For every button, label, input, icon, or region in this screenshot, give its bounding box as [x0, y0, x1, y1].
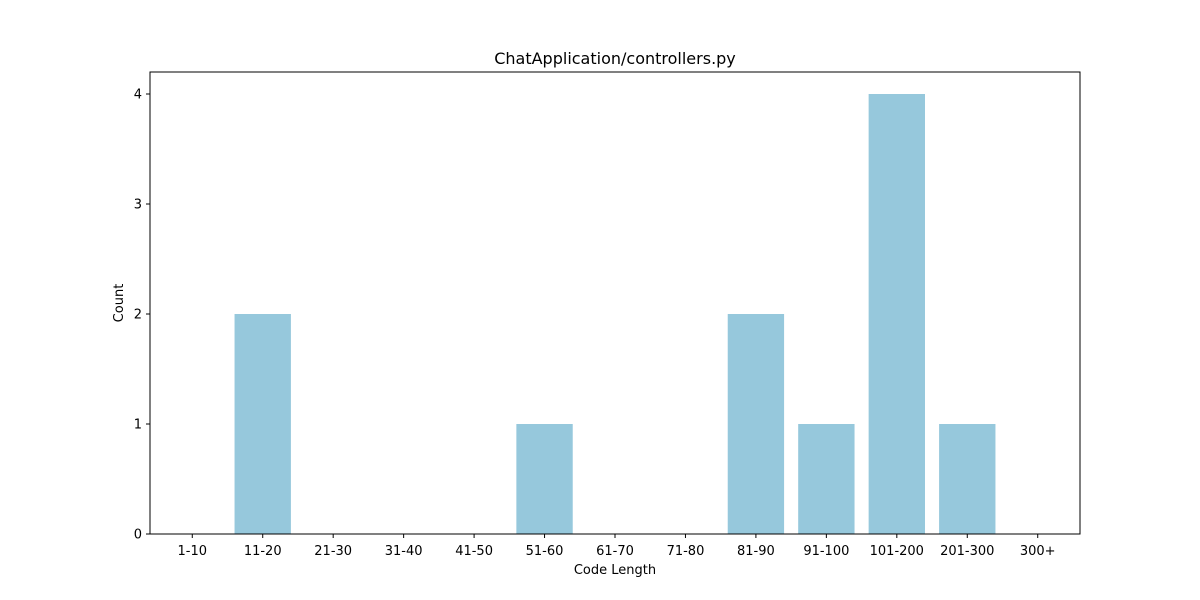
y-axis-label: Count [112, 284, 127, 323]
plot-frame [149, 71, 1081, 535]
bar-81-90 [727, 314, 785, 534]
x-axis-ticks: 1-10 11-20 21-30 31-40 41-50 51-60 61-70 71-80 8… [178, 534, 1056, 559]
y-tick-label: 2 [134, 308, 142, 323]
x-tick-label: 61-70 [596, 544, 634, 559]
x-tick-label: 21-30 [314, 544, 352, 559]
x-tick-label: 201-300 [940, 544, 994, 559]
y-tick-label: 0 [134, 528, 142, 543]
x-tick-label: 31-40 [385, 544, 423, 559]
bar-101-200 [868, 94, 925, 534]
x-tick-label: 101-200 [870, 544, 924, 559]
y-tick-label: 4 [134, 88, 142, 103]
x-tick-label: 41-50 [455, 544, 493, 559]
x-tick-label: 91-100 [803, 544, 849, 559]
x-tick-label: 300+ [1020, 544, 1056, 559]
y-axis-ticks: 0 1 2 3 4 [134, 88, 150, 543]
y-tick-label: 1 [134, 418, 142, 433]
y-tick-label: 3 [134, 198, 142, 213]
x-tick-label: 81-90 [737, 544, 775, 559]
x-axis-label: Code Length [574, 563, 656, 578]
bar-51-60 [516, 424, 573, 534]
bar-201-300 [939, 424, 996, 534]
bar-11-20 [234, 314, 291, 534]
bar-91-100 [798, 424, 855, 534]
bars-group [234, 94, 996, 534]
x-tick-label: 71-80 [667, 544, 705, 559]
x-tick-label: 51-60 [526, 544, 564, 559]
chart-title: ChatApplication/controllers.py [494, 49, 736, 68]
x-tick-label: 11-20 [244, 544, 282, 559]
x-tick-label: 1-10 [178, 544, 208, 559]
